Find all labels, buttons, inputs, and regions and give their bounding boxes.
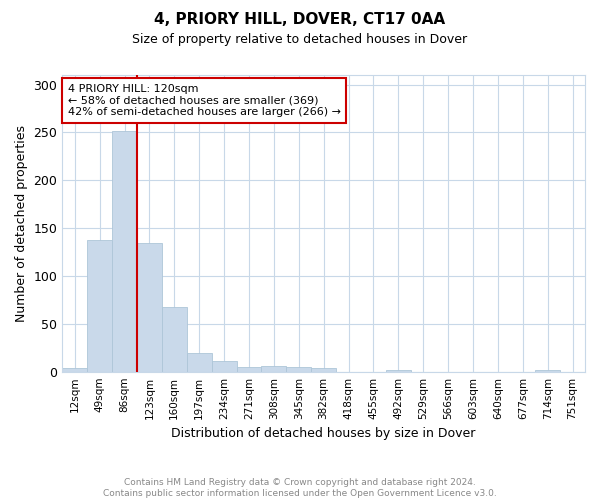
Y-axis label: Number of detached properties: Number of detached properties [15, 125, 28, 322]
Text: 4 PRIORY HILL: 120sqm
← 58% of detached houses are smaller (369)
42% of semi-det: 4 PRIORY HILL: 120sqm ← 58% of detached … [68, 84, 341, 117]
Bar [187, 354, 212, 372]
Bar [87, 240, 112, 372]
Text: 4, PRIORY HILL, DOVER, CT17 0AA: 4, PRIORY HILL, DOVER, CT17 0AA [154, 12, 446, 28]
Bar [286, 367, 311, 372]
Bar [137, 244, 162, 372]
X-axis label: Distribution of detached houses by size in Dover: Distribution of detached houses by size … [172, 427, 476, 440]
Bar [386, 370, 411, 372]
Bar [62, 368, 87, 372]
Bar [311, 368, 336, 372]
Bar [212, 361, 236, 372]
Text: Contains HM Land Registry data © Crown copyright and database right 2024.
Contai: Contains HM Land Registry data © Crown c… [103, 478, 497, 498]
Bar [262, 366, 286, 372]
Bar [236, 367, 262, 372]
Bar [535, 370, 560, 372]
Bar [162, 306, 187, 372]
Text: Size of property relative to detached houses in Dover: Size of property relative to detached ho… [133, 32, 467, 46]
Bar [112, 132, 137, 372]
